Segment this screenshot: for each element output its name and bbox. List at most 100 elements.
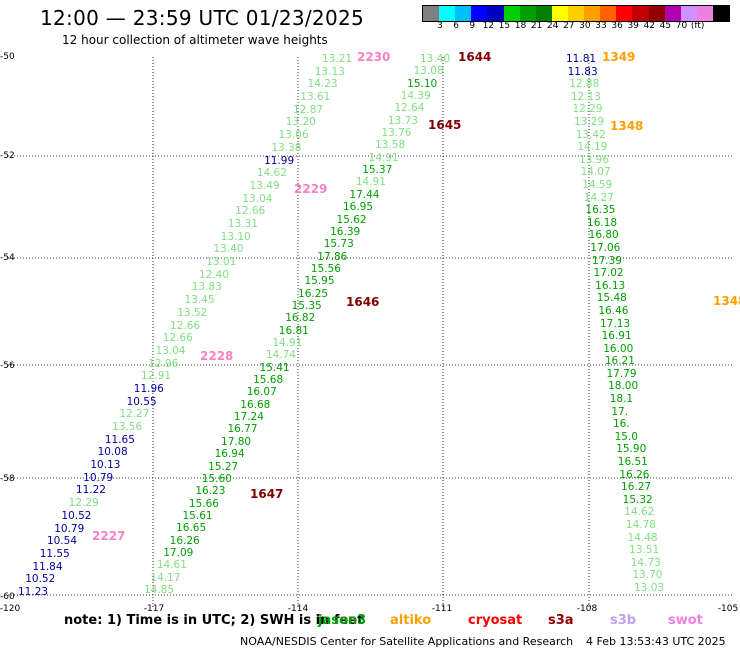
wave-height-value: 16.25 xyxy=(298,287,329,300)
pass-id-label: 1349 xyxy=(602,50,636,64)
wave-height-value: 13.45 xyxy=(184,294,215,307)
wave-height-value: 17.44 xyxy=(349,188,380,201)
longitude-label: -111 xyxy=(431,604,453,614)
wave-height-value: 10.52 xyxy=(61,509,92,522)
colorbar-label: 12 xyxy=(482,21,495,31)
wave-height-value: 13.56 xyxy=(112,421,143,434)
wave-height-value: 11.84 xyxy=(32,560,63,573)
wave-height-value: 16.00 xyxy=(603,342,634,355)
wave-height-value: 13.83 xyxy=(191,281,222,294)
map-subtitle: 12 hour collection of altimeter wave hei… xyxy=(62,33,328,47)
wave-height-value: 10.79 xyxy=(54,522,85,535)
pass-id-label: 1645 xyxy=(428,118,462,132)
wave-height-value: 15.41 xyxy=(259,361,290,374)
wave-height-value: 14.23 xyxy=(307,78,338,91)
wave-height-value: 16.94 xyxy=(214,448,245,461)
wave-height-value: 12.91 xyxy=(141,370,172,383)
wave-height-value: 16. xyxy=(612,418,630,431)
wave-height-value: 12.64 xyxy=(394,102,425,115)
wave-height-value: 13.20 xyxy=(285,116,316,129)
wave-height-value: 15.10 xyxy=(407,77,438,90)
wave-height-value: 16.13 xyxy=(595,279,626,292)
wave-height-value: 10.13 xyxy=(90,459,121,472)
wave-height-value: 12.27 xyxy=(119,408,150,421)
wave-height-value: 14.39 xyxy=(400,90,431,103)
wave-height-value: 12.88 xyxy=(569,78,600,91)
wave-height-value: 11.55 xyxy=(39,547,70,560)
wave-height-value: 13.13 xyxy=(314,65,345,78)
longitude-label: -105 xyxy=(717,604,739,614)
wave-height-value: 10.79 xyxy=(83,471,114,484)
footnote: note: 1) Time is in UTC; 2) SWH is in fe… xyxy=(64,613,364,628)
wave-height-value: 16.82 xyxy=(285,312,316,325)
wave-height-value: 11.81 xyxy=(566,53,597,65)
latitude-label: -52 xyxy=(0,151,15,161)
colorbar-label: 6 xyxy=(453,21,459,31)
wave-height-value: 15.73 xyxy=(323,238,354,251)
generation-timestamp: 4 Feb 13:53:43 UTC 2025 xyxy=(586,635,726,648)
wave-height-value: 15.60 xyxy=(201,472,232,485)
wave-height-value: 13.31 xyxy=(227,217,258,230)
wave-height-value: 12.13 xyxy=(570,90,601,103)
wave-height-value: 12.29 xyxy=(572,103,603,116)
wave-height-value: 14.62 xyxy=(624,506,655,519)
colorbar-swatch xyxy=(455,6,472,21)
wave-height-value: 13.58 xyxy=(375,139,406,152)
wave-height-value: 13.21 xyxy=(322,53,353,65)
wave-height-value: 13.40 xyxy=(420,53,451,65)
wave-height-value: 13.04 xyxy=(242,192,273,205)
wave-height-value: 16.81 xyxy=(278,324,309,337)
satellite-legend-item: s3b xyxy=(610,613,637,628)
wave-height-value: 15.56 xyxy=(310,262,341,275)
wave-height-value: 15.62 xyxy=(336,213,367,226)
wave-height-value: 16.95 xyxy=(342,201,374,214)
wave-height-value: 16.91 xyxy=(601,330,632,343)
wave-height-value: 10.08 xyxy=(97,446,128,459)
wave-height-value: 16.51 xyxy=(617,456,648,469)
wave-height-value: 15.32 xyxy=(622,493,653,506)
colorbar-swatch xyxy=(423,6,440,21)
colorbar-swatch xyxy=(535,6,552,21)
colorbar-swatch xyxy=(712,6,730,21)
colorbar-label: 36 xyxy=(611,21,623,31)
credit-line: NOAA/NESDIS Center for Satellite Applica… xyxy=(240,635,574,648)
wave-height-value: 14.19 xyxy=(577,141,608,154)
wave-height-value: 12.40 xyxy=(198,268,229,281)
wave-height-value: 13.40 xyxy=(213,243,244,256)
colorbar-swatch xyxy=(567,6,585,21)
wave-height-value: 14.07 xyxy=(580,166,611,179)
wave-height-value: 15.95 xyxy=(304,275,335,288)
pass-id-label: 1647 xyxy=(250,487,284,501)
colorbar-swatch xyxy=(600,6,617,21)
wave-height-value: 16.21 xyxy=(604,355,635,368)
colorbar-label: 30 xyxy=(579,21,591,31)
satellite-legend-item: jason3 xyxy=(318,613,367,628)
wave-height-value: 13.03 xyxy=(634,582,665,594)
wave-height-value: 15.0 xyxy=(614,430,638,443)
colorbar-label: 27 xyxy=(563,21,575,31)
wave-height-value: 15.68 xyxy=(253,374,284,387)
wave-height-value: 17.79 xyxy=(606,367,637,380)
pass-id-label: 1644 xyxy=(458,50,492,64)
colorbar-swatch xyxy=(680,6,697,21)
colorbar-label: (ft) xyxy=(690,21,705,31)
wave-height-value: 17.80 xyxy=(221,435,252,448)
latitude-label: -54 xyxy=(0,253,15,263)
wave-height-value: 16.07 xyxy=(246,386,277,399)
lat-lon-grid xyxy=(8,57,732,608)
wave-height-value: 14.17 xyxy=(150,571,181,584)
wave-height-value: 17.06 xyxy=(590,241,621,254)
wave-height-value: 16.80 xyxy=(588,229,619,242)
wave-height-value: 15.90 xyxy=(616,443,647,456)
wave-height-value: 13.73 xyxy=(387,114,418,127)
wave-height-value: 13.38 xyxy=(271,141,302,154)
wave-height-value: 10.55 xyxy=(126,395,157,408)
wave-height-value: 18.1 xyxy=(609,393,634,406)
wave-height-value: 18.00 xyxy=(608,380,639,393)
wave-height-value: 12.87 xyxy=(293,103,324,116)
wave-height-value: 13.01 xyxy=(206,256,237,269)
wave-height-value: 17.86 xyxy=(317,250,348,263)
wave-height-value: 16.23 xyxy=(195,485,226,498)
wave-height-value: 17.13 xyxy=(600,317,631,330)
wave-height-value: 11.22 xyxy=(75,484,106,497)
